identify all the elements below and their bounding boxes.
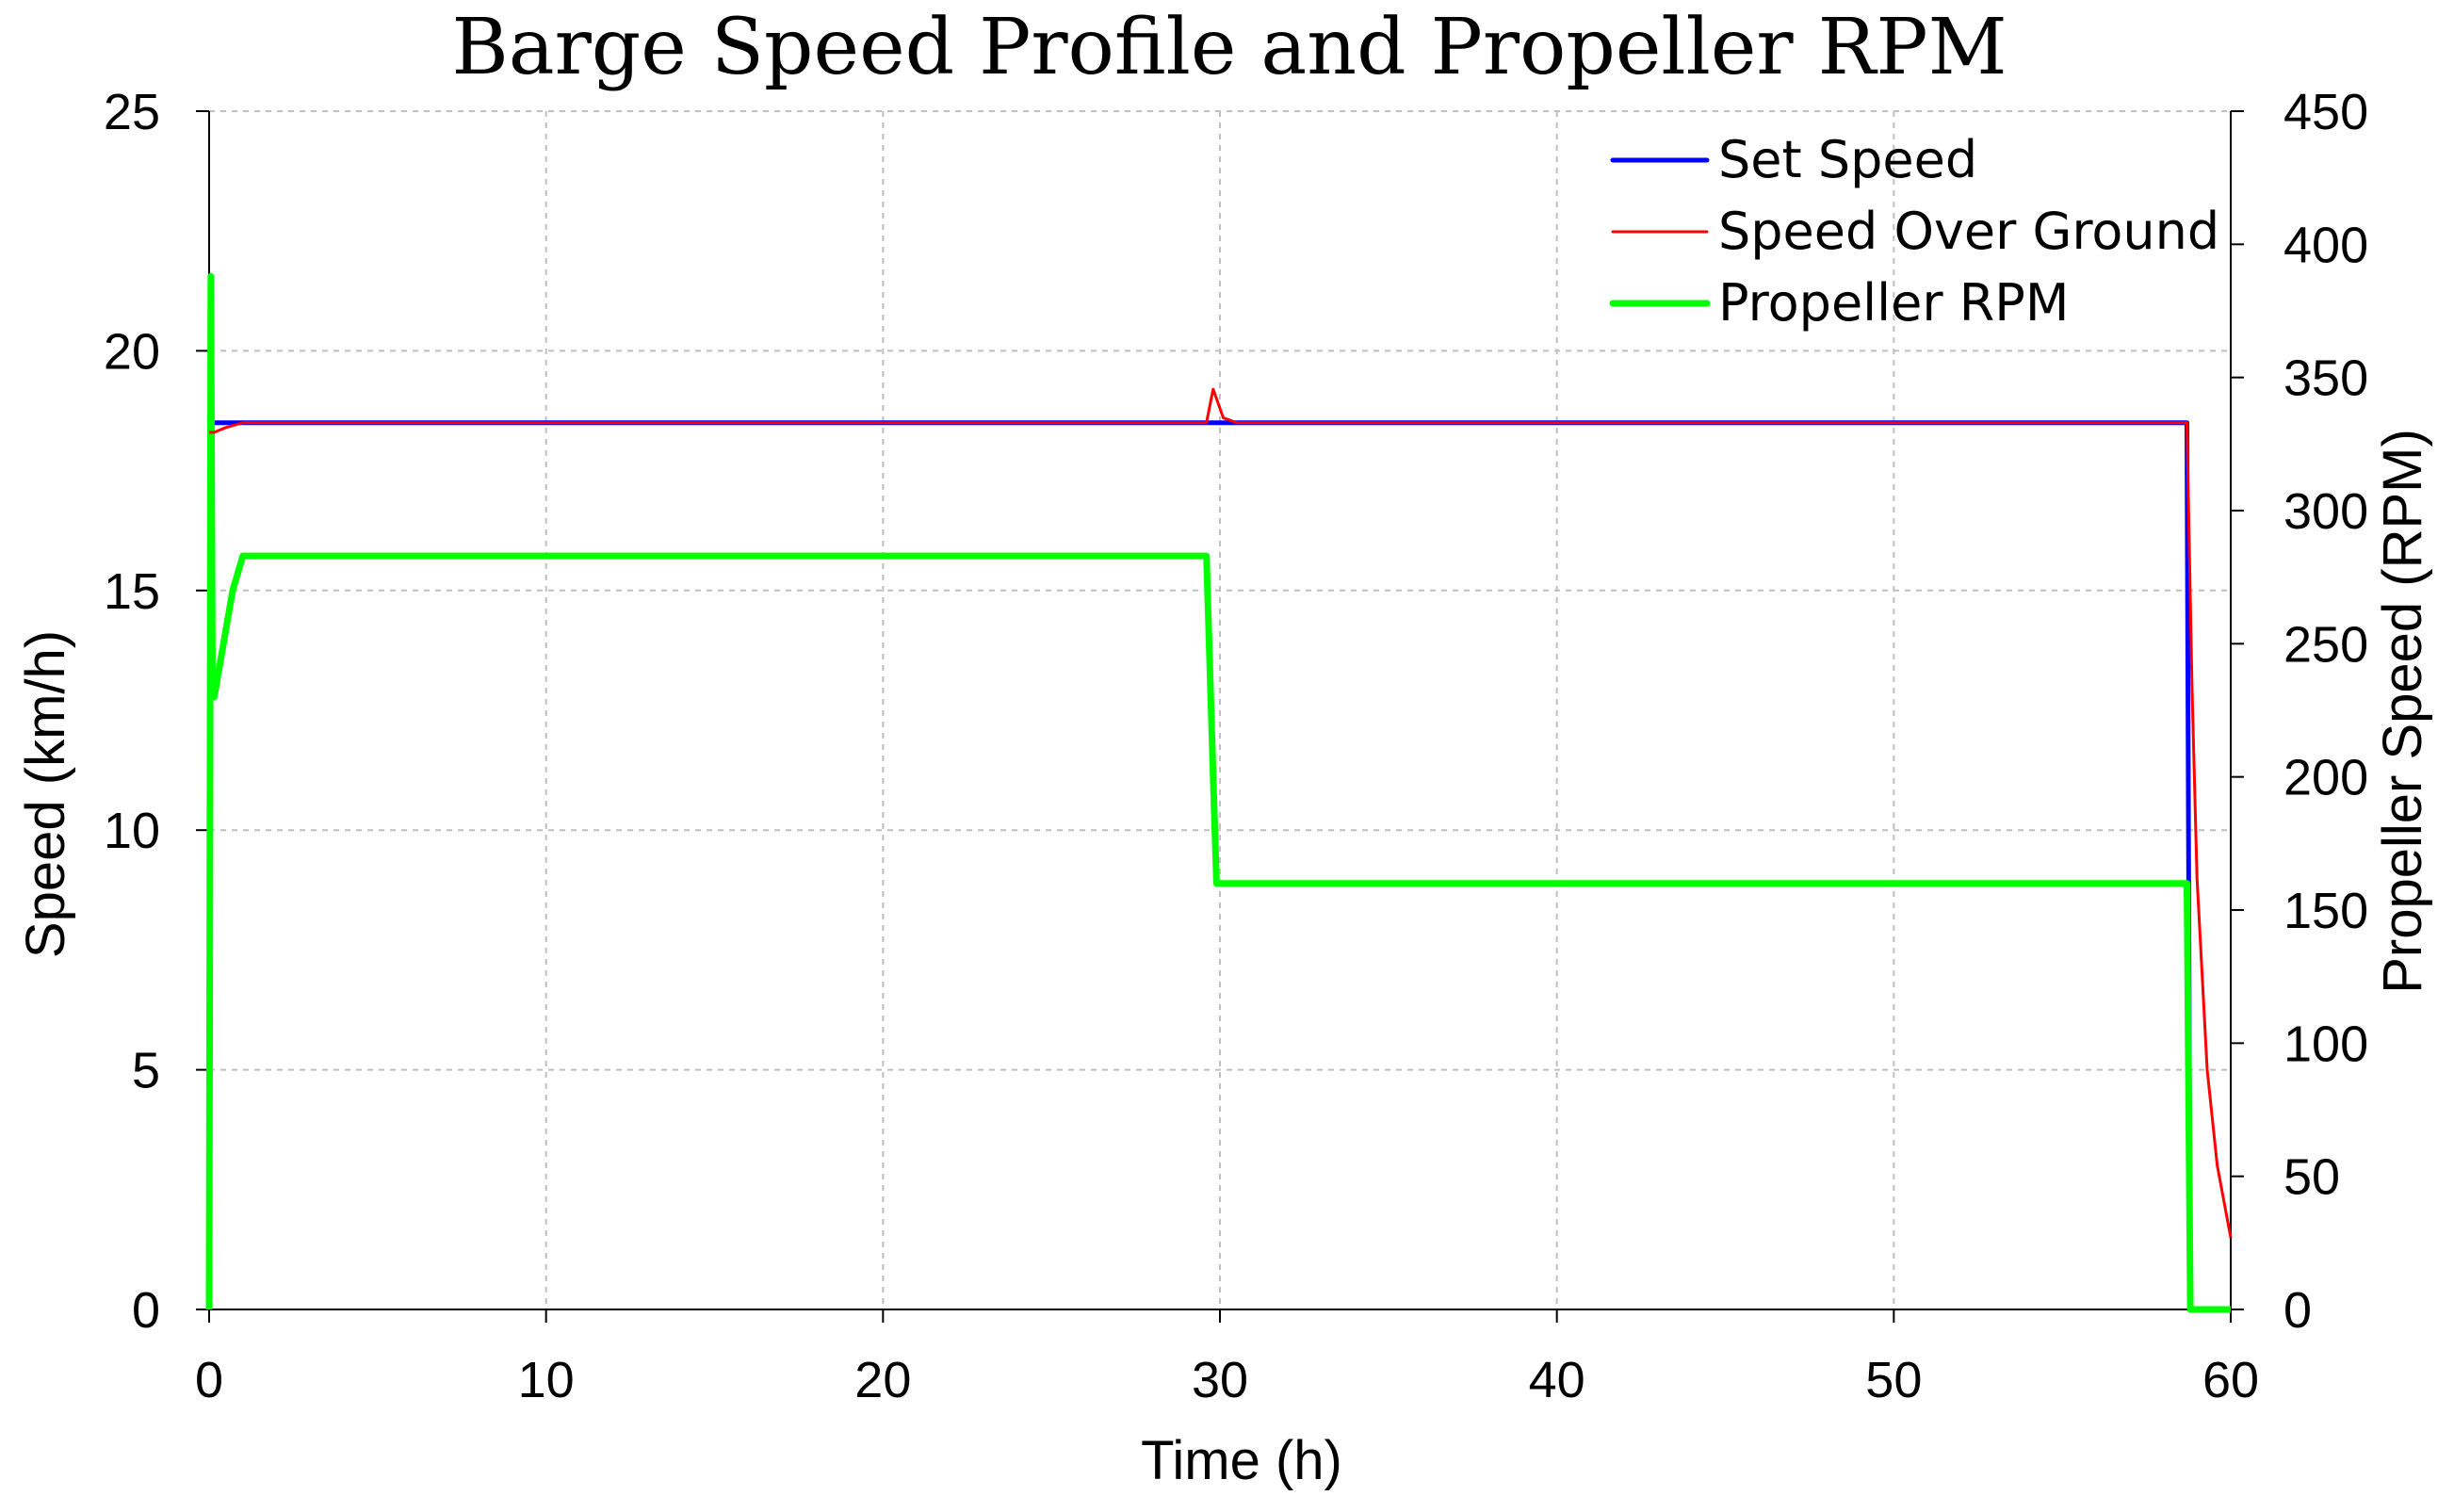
chart-title: Barge Speed Profile and Propeller RPM [451,3,2007,92]
legend-label: Speed Over Ground [1718,202,2219,261]
y2-tick-label: 0 [2283,1282,2312,1339]
y2-tick-label: 250 [2283,616,2368,673]
grid [209,110,2231,1309]
y2-tick-label: 450 [2283,84,2368,140]
y2-tick-label: 400 [2283,217,2368,273]
y-tick-label: 5 [132,1043,160,1099]
y2-axis-label: Propeller Speed (RPM) [2372,429,2433,994]
legend: Set Speed Speed Over Ground Propeller RPM [1609,130,2219,333]
y2-tick-label: 150 [2283,883,2368,939]
x-axis-label: Time (h) [1141,1430,1342,1491]
legend-label: Set Speed [1718,130,1977,189]
y-tick-label: 20 [104,323,160,380]
x-tick-label: 20 [854,1352,911,1408]
series-lines [205,272,2233,1313]
x-tick-label: 30 [1192,1352,1248,1408]
y2-tick-label: 50 [2283,1149,2340,1206]
y-axis-label: Speed (km/h) [15,630,76,958]
y-tick-labels: 0 5 10 15 20 25 [104,84,160,1339]
series-line-propeller-rpm [205,272,2231,1313]
y2-tick-labels: 0 50 100 150 200 250 300 350 400 450 [2283,84,2368,1339]
x-tick-label: 10 [518,1352,575,1408]
x-tick-label: 0 [195,1352,223,1408]
y-tick-label: 0 [132,1282,160,1339]
x-tick-labels: 0 10 20 30 40 50 60 [195,1352,2259,1408]
y2-tick-label: 200 [2283,750,2368,806]
series-line-speed-over-ground [209,387,2233,1238]
y2-tick-label: 100 [2283,1016,2368,1072]
y-tick-label: 10 [104,803,160,859]
y2-tick-label: 300 [2283,483,2368,540]
x-tick-label: 50 [1865,1352,1922,1408]
x-tick-label: 40 [1529,1352,1585,1408]
y-tick-label: 25 [104,84,160,140]
y-tick-label: 15 [104,563,160,620]
x-tick-label: 60 [2202,1352,2259,1408]
legend-label: Propeller RPM [1718,273,2069,333]
y2-tick-label: 350 [2283,350,2368,407]
